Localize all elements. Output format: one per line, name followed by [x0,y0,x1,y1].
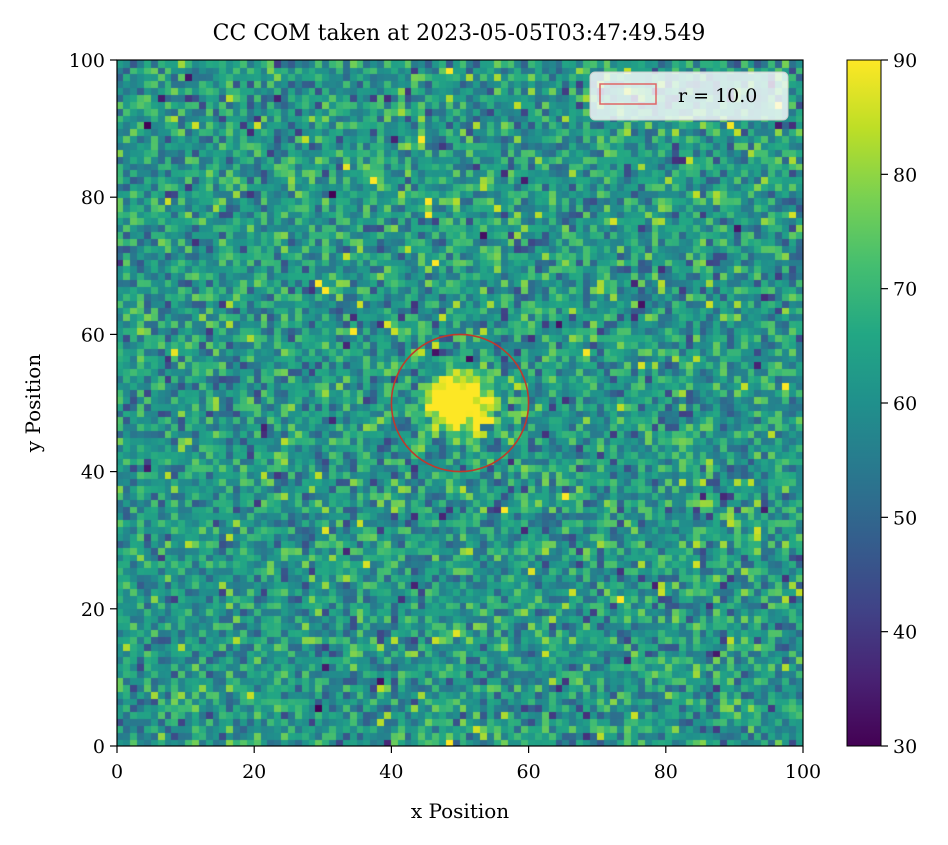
x-tick-label: 80 [654,761,678,783]
heatmap-plot-area [116,59,804,747]
x-axis: 0 20 40 60 80 100 [111,746,821,783]
y-tick-label: 100 [69,50,105,72]
y-tick-label: 40 [81,462,105,484]
y-axis-label: y Position [21,354,45,453]
legend-label: r = 10.0 [678,85,757,107]
colorbar-tick-label: 40 [893,622,917,644]
y-tick-label: 60 [81,324,105,346]
x-axis-label: x Position [411,799,509,823]
colorbar-tick-label: 70 [893,279,917,301]
colorbar-ticks: 30 40 50 60 70 80 90 [881,50,917,758]
y-tick-label: 0 [93,736,105,758]
plot-frame [116,59,804,747]
y-tick-label: 80 [81,187,105,209]
colorbar-gradient [846,59,882,747]
legend-patch [599,83,657,105]
colorbar-tick-label: 60 [893,393,917,415]
aperture-circle [390,333,530,473]
colorbar-tick-label: 50 [893,507,917,529]
chart-title: CC COM taken at 2023-05-05T03:47:49.549 [213,21,706,46]
colorbar-tick-label: 90 [893,50,917,72]
colorbar: 30 40 50 60 70 80 90 [846,50,917,758]
heatmap-image [117,60,803,746]
y-axis: 0 20 40 60 80 100 [69,50,117,758]
x-tick-label: 20 [242,761,266,783]
colorbar-tick-label: 30 [893,736,917,758]
legend: r = 10.0 [589,71,789,121]
x-tick-label: 100 [785,761,821,783]
x-tick-label: 40 [379,761,403,783]
x-tick-label: 0 [111,761,123,783]
x-tick-label: 60 [517,761,541,783]
colorbar-tick-label: 80 [893,164,917,186]
y-tick-label: 20 [81,599,105,621]
